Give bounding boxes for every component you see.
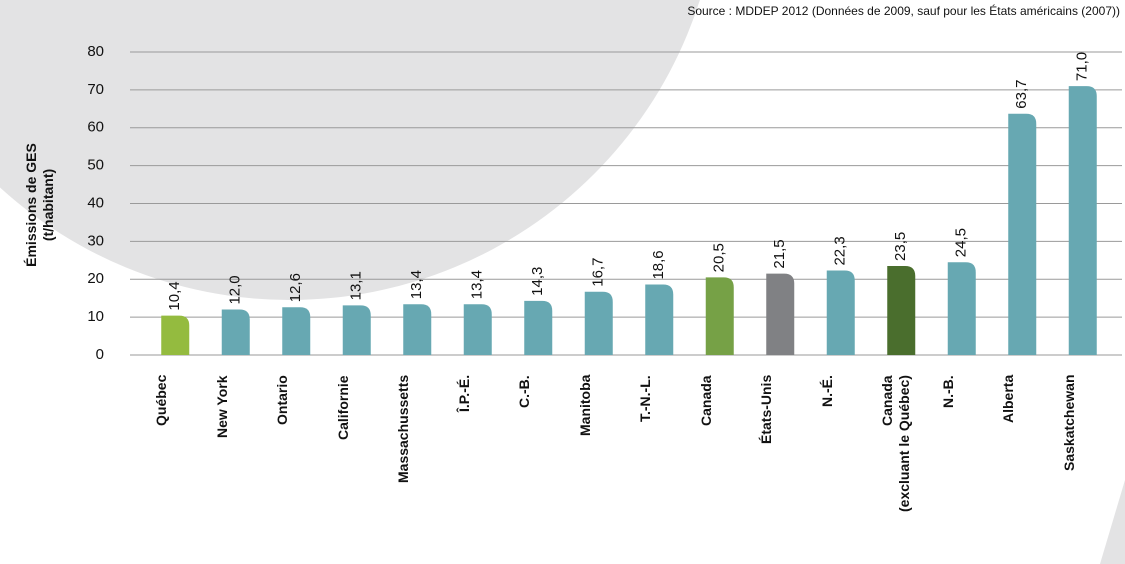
y-tick-label: 10	[87, 308, 104, 325]
value-label: 63,7	[1013, 80, 1030, 109]
source: Source : MDDEP 2012 (Données de 2009, sa…	[687, 3, 1120, 18]
x-tick-label: Manitoba	[576, 375, 593, 437]
y-tick-label: 60	[87, 119, 104, 136]
x-tick-label: Saskatchewan	[1060, 375, 1077, 472]
bar	[1068, 86, 1097, 356]
x-tick-label: C.-B.	[516, 375, 533, 408]
value-label: 23,5	[892, 232, 909, 261]
y-tick-label: 50	[87, 157, 104, 174]
value-label: 20,5	[711, 243, 728, 272]
value-label: 18,6	[650, 250, 667, 279]
x-tick-label: Québec	[153, 375, 170, 427]
value-label: 71,0	[1074, 52, 1091, 81]
x-tick-label: Ontario	[274, 375, 291, 425]
x-tick-label: Californie	[334, 375, 351, 440]
bar	[645, 284, 674, 355]
value-label: 12,6	[287, 273, 304, 302]
value-label: 10,4	[166, 281, 183, 310]
background-shape	[0, 0, 700, 300]
value-label: 16,7	[590, 258, 607, 287]
value-label: 22,3	[832, 236, 849, 265]
bar	[524, 300, 553, 355]
value-label: 13,4	[469, 270, 486, 299]
y-tick-label: 40	[87, 194, 104, 211]
x-tick-label: Canada	[697, 375, 714, 426]
bar	[705, 277, 734, 355]
bar	[887, 265, 916, 355]
background-shape	[1100, 480, 1125, 564]
value-label: 12,0	[227, 275, 244, 304]
x-tick-label: T.-N.-L.	[637, 375, 654, 422]
bar	[1008, 113, 1037, 355]
x-tick-label: Massachussetts	[395, 375, 412, 484]
bar	[221, 309, 250, 355]
bar	[403, 304, 432, 355]
x-tick-label: N.-É.	[818, 375, 835, 407]
bar	[161, 315, 190, 355]
y-tick-label: 80	[87, 43, 104, 60]
bar	[947, 262, 976, 355]
x-tick-label: New York	[213, 375, 230, 438]
y-axis-label: Émissions de GES (t/habitant)	[23, 143, 56, 267]
bar	[584, 291, 613, 355]
y-tick-label: 70	[87, 81, 104, 98]
value-label: 21,5	[771, 239, 788, 268]
y-tick-label: 0	[96, 346, 104, 363]
x-tick-label: Î.P.-É.	[455, 375, 472, 413]
x-tick-label: Alberta	[1000, 375, 1017, 424]
x-tick-label: N.-B.	[939, 375, 956, 408]
bar	[766, 273, 795, 355]
bar	[463, 304, 492, 355]
value-label: 14,3	[529, 267, 546, 296]
x-tick-label: Canada (excluant le Québec)	[879, 375, 913, 512]
y-tick-label: 20	[87, 270, 104, 287]
value-label: 24,5	[953, 228, 970, 257]
y-tick-label: 30	[87, 232, 104, 249]
bar	[282, 307, 311, 355]
bar	[342, 305, 371, 355]
x-tick-label: États-Unis	[758, 375, 775, 445]
value-label: 13,4	[408, 270, 425, 299]
value-label: 13,1	[348, 271, 365, 300]
bar	[826, 270, 855, 355]
